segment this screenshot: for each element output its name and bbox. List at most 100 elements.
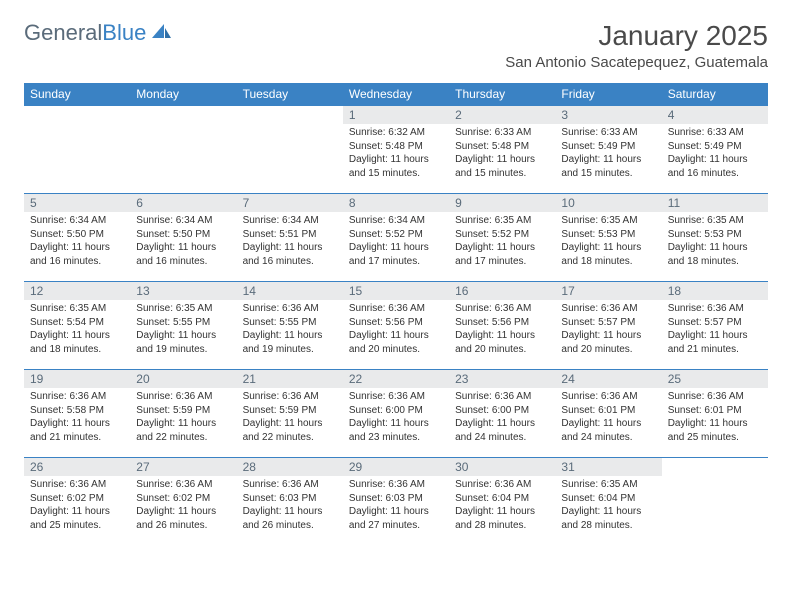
day-number: 27 [130, 458, 236, 476]
location: San Antonio Sacatepequez, Guatemala [505, 54, 768, 71]
day-details: Sunrise: 6:34 AMSunset: 5:50 PMDaylight:… [130, 212, 236, 272]
calendar-day-cell: 18Sunrise: 6:36 AMSunset: 5:57 PMDayligh… [662, 282, 768, 370]
calendar-day-cell: 15Sunrise: 6:36 AMSunset: 5:56 PMDayligh… [343, 282, 449, 370]
calendar-day-cell: 26Sunrise: 6:36 AMSunset: 6:02 PMDayligh… [24, 458, 130, 546]
day-details: Sunrise: 6:35 AMSunset: 6:04 PMDaylight:… [555, 476, 661, 536]
day-number: 13 [130, 282, 236, 300]
calendar-day-cell: 14Sunrise: 6:36 AMSunset: 5:55 PMDayligh… [237, 282, 343, 370]
day-details: Sunrise: 6:36 AMSunset: 6:02 PMDaylight:… [24, 476, 130, 536]
day-number: 29 [343, 458, 449, 476]
day-details: Sunrise: 6:33 AMSunset: 5:48 PMDaylight:… [449, 124, 555, 184]
calendar-empty-cell [662, 458, 768, 546]
header: GeneralBlue January 2025 San Antonio Sac… [24, 20, 768, 71]
calendar-week-row: 26Sunrise: 6:36 AMSunset: 6:02 PMDayligh… [24, 458, 768, 546]
day-details: Sunrise: 6:35 AMSunset: 5:53 PMDaylight:… [555, 212, 661, 272]
day-number: 23 [449, 370, 555, 388]
calendar-empty-cell [130, 106, 236, 194]
day-details: Sunrise: 6:36 AMSunset: 6:04 PMDaylight:… [449, 476, 555, 536]
calendar-day-cell: 12Sunrise: 6:35 AMSunset: 5:54 PMDayligh… [24, 282, 130, 370]
day-details: Sunrise: 6:32 AMSunset: 5:48 PMDaylight:… [343, 124, 449, 184]
day-number: 19 [24, 370, 130, 388]
calendar-day-cell: 21Sunrise: 6:36 AMSunset: 5:59 PMDayligh… [237, 370, 343, 458]
day-details: Sunrise: 6:36 AMSunset: 6:00 PMDaylight:… [343, 388, 449, 448]
calendar-empty-cell [237, 106, 343, 194]
day-details: Sunrise: 6:36 AMSunset: 5:55 PMDaylight:… [237, 300, 343, 360]
title-block: January 2025 San Antonio Sacatepequez, G… [505, 20, 768, 71]
day-details: Sunrise: 6:34 AMSunset: 5:50 PMDaylight:… [24, 212, 130, 272]
calendar-day-cell: 28Sunrise: 6:36 AMSunset: 6:03 PMDayligh… [237, 458, 343, 546]
calendar-day-cell: 13Sunrise: 6:35 AMSunset: 5:55 PMDayligh… [130, 282, 236, 370]
calendar-day-cell: 2Sunrise: 6:33 AMSunset: 5:48 PMDaylight… [449, 106, 555, 194]
day-details: Sunrise: 6:35 AMSunset: 5:53 PMDaylight:… [662, 212, 768, 272]
day-details: Sunrise: 6:36 AMSunset: 5:58 PMDaylight:… [24, 388, 130, 448]
day-details: Sunrise: 6:35 AMSunset: 5:54 PMDaylight:… [24, 300, 130, 360]
calendar-day-cell: 30Sunrise: 6:36 AMSunset: 6:04 PMDayligh… [449, 458, 555, 546]
day-number: 7 [237, 194, 343, 212]
calendar-day-cell: 22Sunrise: 6:36 AMSunset: 6:00 PMDayligh… [343, 370, 449, 458]
day-number: 11 [662, 194, 768, 212]
day-details: Sunrise: 6:36 AMSunset: 6:01 PMDaylight:… [555, 388, 661, 448]
day-number: 28 [237, 458, 343, 476]
day-details: Sunrise: 6:35 AMSunset: 5:55 PMDaylight:… [130, 300, 236, 360]
day-number: 24 [555, 370, 661, 388]
logo-text-blue: Blue [102, 20, 146, 46]
day-number: 9 [449, 194, 555, 212]
calendar-day-cell: 17Sunrise: 6:36 AMSunset: 5:57 PMDayligh… [555, 282, 661, 370]
calendar-day-cell: 4Sunrise: 6:33 AMSunset: 5:49 PMDaylight… [662, 106, 768, 194]
logo: GeneralBlue [24, 20, 172, 46]
calendar-day-cell: 31Sunrise: 6:35 AMSunset: 6:04 PMDayligh… [555, 458, 661, 546]
day-number: 30 [449, 458, 555, 476]
calendar-day-cell: 5Sunrise: 6:34 AMSunset: 5:50 PMDaylight… [24, 194, 130, 282]
calendar-day-cell: 1Sunrise: 6:32 AMSunset: 5:48 PMDaylight… [343, 106, 449, 194]
day-details: Sunrise: 6:36 AMSunset: 5:57 PMDaylight:… [662, 300, 768, 360]
day-number: 22 [343, 370, 449, 388]
calendar-day-cell: 25Sunrise: 6:36 AMSunset: 6:01 PMDayligh… [662, 370, 768, 458]
calendar-day-cell: 20Sunrise: 6:36 AMSunset: 5:59 PMDayligh… [130, 370, 236, 458]
calendar-table: SundayMondayTuesdayWednesdayThursdayFrid… [24, 83, 768, 546]
calendar-day-cell: 16Sunrise: 6:36 AMSunset: 5:56 PMDayligh… [449, 282, 555, 370]
calendar-day-cell: 9Sunrise: 6:35 AMSunset: 5:52 PMDaylight… [449, 194, 555, 282]
calendar-day-cell: 29Sunrise: 6:36 AMSunset: 6:03 PMDayligh… [343, 458, 449, 546]
day-details: Sunrise: 6:36 AMSunset: 6:03 PMDaylight:… [237, 476, 343, 536]
day-details: Sunrise: 6:36 AMSunset: 5:59 PMDaylight:… [130, 388, 236, 448]
calendar-day-cell: 23Sunrise: 6:36 AMSunset: 6:00 PMDayligh… [449, 370, 555, 458]
day-number: 26 [24, 458, 130, 476]
calendar-body: 1Sunrise: 6:32 AMSunset: 5:48 PMDaylight… [24, 106, 768, 546]
day-number: 4 [662, 106, 768, 124]
calendar-day-cell: 27Sunrise: 6:36 AMSunset: 6:02 PMDayligh… [130, 458, 236, 546]
calendar-day-cell: 19Sunrise: 6:36 AMSunset: 5:58 PMDayligh… [24, 370, 130, 458]
calendar-empty-cell [24, 106, 130, 194]
calendar-day-cell: 10Sunrise: 6:35 AMSunset: 5:53 PMDayligh… [555, 194, 661, 282]
day-details: Sunrise: 6:34 AMSunset: 5:51 PMDaylight:… [237, 212, 343, 272]
calendar-header-row: SundayMondayTuesdayWednesdayThursdayFrid… [24, 83, 768, 106]
calendar-day-cell: 8Sunrise: 6:34 AMSunset: 5:52 PMDaylight… [343, 194, 449, 282]
day-number: 8 [343, 194, 449, 212]
day-number: 18 [662, 282, 768, 300]
day-details: Sunrise: 6:36 AMSunset: 6:03 PMDaylight:… [343, 476, 449, 536]
day-number: 17 [555, 282, 661, 300]
day-number: 5 [24, 194, 130, 212]
calendar-day-cell: 3Sunrise: 6:33 AMSunset: 5:49 PMDaylight… [555, 106, 661, 194]
day-number: 25 [662, 370, 768, 388]
day-number: 6 [130, 194, 236, 212]
day-header: Sunday [24, 83, 130, 106]
day-number: 15 [343, 282, 449, 300]
day-header: Saturday [662, 83, 768, 106]
day-number: 3 [555, 106, 661, 124]
day-details: Sunrise: 6:36 AMSunset: 5:57 PMDaylight:… [555, 300, 661, 360]
day-number: 31 [555, 458, 661, 476]
day-header: Wednesday [343, 83, 449, 106]
day-details: Sunrise: 6:34 AMSunset: 5:52 PMDaylight:… [343, 212, 449, 272]
day-number: 10 [555, 194, 661, 212]
calendar-day-cell: 24Sunrise: 6:36 AMSunset: 6:01 PMDayligh… [555, 370, 661, 458]
month-title: January 2025 [505, 20, 768, 52]
calendar-day-cell: 6Sunrise: 6:34 AMSunset: 5:50 PMDaylight… [130, 194, 236, 282]
calendar-day-cell: 11Sunrise: 6:35 AMSunset: 5:53 PMDayligh… [662, 194, 768, 282]
day-number: 2 [449, 106, 555, 124]
calendar-week-row: 19Sunrise: 6:36 AMSunset: 5:58 PMDayligh… [24, 370, 768, 458]
day-header: Thursday [449, 83, 555, 106]
calendar-day-cell: 7Sunrise: 6:34 AMSunset: 5:51 PMDaylight… [237, 194, 343, 282]
day-details: Sunrise: 6:36 AMSunset: 6:00 PMDaylight:… [449, 388, 555, 448]
calendar-week-row: 1Sunrise: 6:32 AMSunset: 5:48 PMDaylight… [24, 106, 768, 194]
day-header: Friday [555, 83, 661, 106]
